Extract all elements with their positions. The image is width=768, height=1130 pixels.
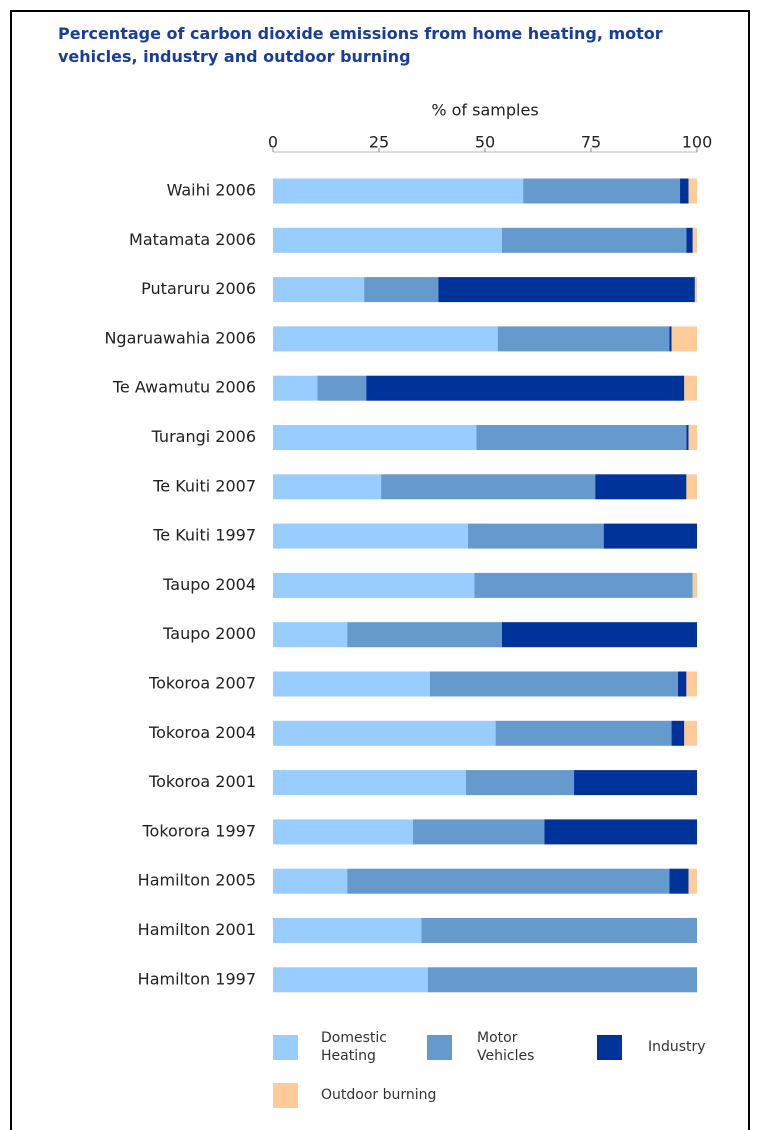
bar-segment bbox=[686, 474, 697, 500]
y-tick-label: Ngaruawahia 2006 bbox=[104, 328, 256, 347]
legend-label: Domestic Heating bbox=[321, 1030, 387, 1064]
bar-segment bbox=[273, 277, 365, 303]
bar-segment bbox=[686, 671, 697, 697]
bar-segment bbox=[273, 918, 422, 943]
legend-label: Motor Vehicles bbox=[477, 1030, 535, 1064]
legend-label: Industry bbox=[648, 1039, 706, 1055]
bar-segment bbox=[523, 178, 681, 204]
bar-segment bbox=[364, 277, 439, 303]
bar-segment bbox=[671, 326, 697, 352]
bar-segment bbox=[273, 375, 318, 401]
x-tick-label: 50 bbox=[475, 133, 495, 152]
bar-segment bbox=[421, 918, 697, 943]
bar-segment bbox=[465, 770, 575, 796]
bar-segment bbox=[317, 375, 367, 401]
bar-segment bbox=[381, 474, 596, 500]
chart-title: Percentage of carbon dioxide emissions f… bbox=[58, 24, 663, 66]
bar-segment bbox=[273, 868, 348, 894]
bar-segment bbox=[476, 425, 687, 450]
bar-segment bbox=[273, 671, 430, 697]
y-tick-label: Tokorora 1997 bbox=[141, 821, 256, 840]
bar-segment bbox=[501, 622, 697, 648]
bar-segment bbox=[427, 967, 697, 993]
bar-segment bbox=[273, 819, 413, 845]
bar-segment bbox=[497, 326, 670, 352]
bar-segment bbox=[688, 868, 697, 894]
legend-label: Outdoor burning bbox=[321, 1087, 437, 1103]
y-tick-label: Te Kuiti 1997 bbox=[152, 526, 256, 545]
bar-segment bbox=[273, 770, 466, 796]
legend-swatch bbox=[597, 1035, 622, 1060]
frame bbox=[10, 10, 750, 1130]
bar-segment bbox=[273, 227, 502, 253]
bar-segment bbox=[684, 720, 697, 746]
bar-segment bbox=[694, 277, 697, 303]
legend-swatch bbox=[273, 1083, 298, 1108]
bar-segment bbox=[671, 720, 685, 746]
y-tick-label: Tokoroa 2004 bbox=[148, 723, 256, 742]
bar-segment bbox=[273, 967, 428, 993]
x-axis-label: % of samples bbox=[431, 101, 538, 120]
bar-segment bbox=[686, 227, 693, 253]
bar-segment bbox=[273, 326, 498, 352]
x-tick-label: 25 bbox=[369, 133, 389, 152]
bar-segment bbox=[684, 375, 697, 401]
bar-segment bbox=[347, 622, 502, 648]
bar-segment bbox=[686, 425, 689, 450]
bar-segment bbox=[273, 622, 348, 648]
y-tick-label: Turangi 2006 bbox=[151, 427, 256, 446]
bar-segment bbox=[429, 671, 678, 697]
bar-segment bbox=[474, 572, 693, 598]
y-tick-label: Te Kuiti 2007 bbox=[152, 476, 256, 495]
bar-segment bbox=[669, 326, 672, 352]
bar-segment bbox=[688, 425, 697, 450]
y-tick-label: Te Awamutu 2006 bbox=[112, 378, 256, 397]
bar-segment bbox=[603, 523, 697, 549]
y-tick-label: Taupo 2004 bbox=[162, 575, 256, 594]
y-tick-label: Tokoroa 2001 bbox=[148, 772, 256, 791]
y-tick-label: Taupo 2000 bbox=[162, 624, 256, 643]
bar-segment bbox=[468, 523, 604, 549]
bar-segment bbox=[692, 572, 697, 598]
y-tick-label: Hamilton 2001 bbox=[138, 920, 256, 939]
y-tick-label: Hamilton 1997 bbox=[138, 969, 256, 988]
bar-segment bbox=[273, 720, 496, 746]
bar-segment bbox=[412, 819, 545, 845]
bar-segment bbox=[680, 178, 689, 204]
bar-segment bbox=[347, 868, 670, 894]
bar-segment bbox=[544, 819, 697, 845]
y-tick-label: Matamata 2006 bbox=[129, 230, 256, 249]
bar-segment bbox=[273, 523, 469, 549]
bar-segment bbox=[273, 474, 382, 500]
bar-segment bbox=[692, 227, 697, 253]
x-tick-label: 75 bbox=[581, 133, 601, 152]
bar-segment bbox=[669, 868, 689, 894]
bar-segment bbox=[501, 227, 687, 253]
bar-segment bbox=[688, 178, 697, 204]
bar-segment bbox=[574, 770, 697, 796]
x-tick-label: 0 bbox=[268, 133, 278, 152]
y-tick-label: Waihi 2006 bbox=[167, 181, 256, 200]
legend-swatch bbox=[273, 1035, 298, 1060]
x-tick-label: 100 bbox=[682, 133, 713, 152]
bar-segment bbox=[273, 425, 477, 450]
legend-swatch bbox=[427, 1035, 452, 1060]
bar-segment bbox=[366, 375, 685, 401]
bar-segment bbox=[495, 720, 672, 746]
y-tick-label: Hamilton 2005 bbox=[138, 871, 256, 890]
bar-segment bbox=[438, 277, 695, 303]
y-tick-label: Tokoroa 2007 bbox=[148, 674, 256, 693]
bar-segment bbox=[273, 178, 524, 204]
bar-segment bbox=[595, 474, 687, 500]
bar-segment bbox=[677, 671, 687, 697]
y-tick-label: Putaruru 2006 bbox=[141, 279, 256, 298]
bar-segment bbox=[273, 572, 475, 598]
